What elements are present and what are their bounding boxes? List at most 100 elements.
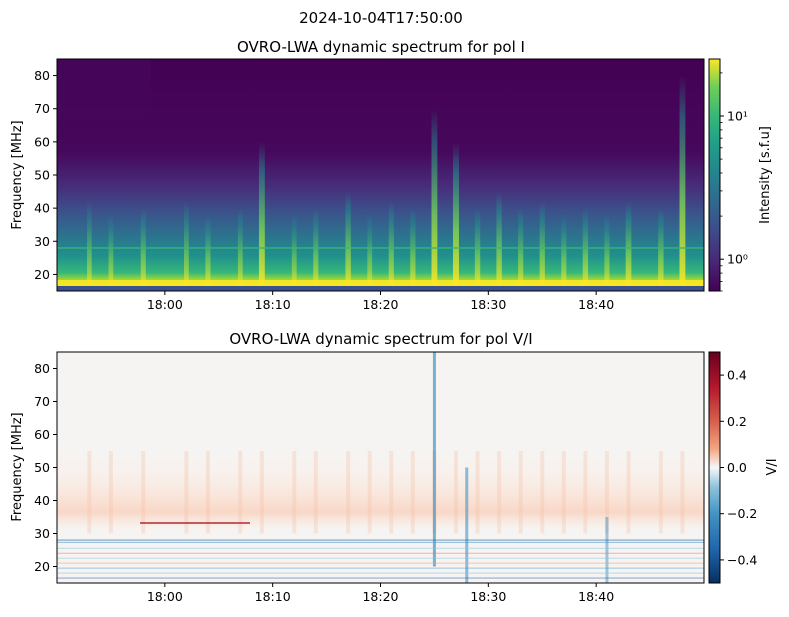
pol-i-colorbar-label: Intensity [s.f.u] (758, 126, 773, 224)
pol-vi-colorbar-gradient (708, 351, 721, 584)
pol-vi-colorbar-ticks: 0.4 0.2 0.0 −0.2 −0.4 (720, 368, 757, 567)
pol-i-ytick-label: 30 (34, 234, 50, 249)
pol-i-burst (291, 214, 297, 288)
pol-vi-streak (313, 451, 318, 534)
pol-i-colorbar: 10⁰ 10¹ Intensity [s.f.u] (708, 58, 773, 292)
pol-i-burst (604, 214, 610, 288)
pol-i-colorbar-tick-label: 10¹ (727, 108, 748, 123)
pol-vi-streak (475, 451, 480, 534)
pol-vi-streak (604, 451, 609, 534)
pol-vi-colorbar-tick-label: 0.2 (727, 414, 747, 429)
pol-vi-streak (346, 451, 351, 534)
pol-i-ytick-label: 40 (34, 201, 50, 216)
pol-vi-ytick-label: 40 (34, 493, 50, 508)
pol-i-bottom-strip (57, 286, 704, 291)
pol-vi-warm-band (57, 440, 704, 530)
pol-vi-xtick-label: 18:40 (578, 589, 614, 604)
pol-vi-streak (259, 451, 264, 534)
pol-vi-streak (658, 451, 663, 534)
pol-vi-ytick-label: 50 (34, 460, 50, 475)
pol-vi-streak (561, 451, 566, 534)
pol-vi-xtick-label: 18:10 (255, 589, 291, 604)
pol-vi-colorbar: 0.4 0.2 0.0 −0.2 −0.4 V/I (708, 351, 780, 584)
pol-vi-colorbar-tick-label: −0.2 (727, 506, 757, 521)
pol-i-background (57, 59, 704, 291)
pol-vi-colorbar-tick-label: 0.0 (727, 460, 747, 475)
pol-i-burst (452, 141, 459, 288)
pol-i-colorbar-gradient (708, 58, 721, 292)
pol-vi-colorbar-tick-label: −0.4 (727, 552, 757, 567)
pol-i-burst (431, 108, 438, 288)
pol-i-xtick-label: 18:20 (362, 297, 398, 312)
pol-i-burst (108, 214, 114, 288)
pol-vi-xtick-label: 18:20 (362, 589, 398, 604)
pol-vi-feature (605, 517, 609, 583)
pol-vi-rfi-line (57, 539, 704, 541)
pol-vi-streak (680, 451, 685, 534)
pol-vi-rfi-line (57, 562, 704, 564)
pol-vi-xtick-label: 18:00 (147, 589, 183, 604)
pol-vi-streaks (87, 451, 685, 534)
figure-suptitle: 2024-10-04T17:50:00 (299, 9, 463, 27)
pol-i-burst (205, 214, 211, 288)
pol-i-y-axis: 20 30 40 50 60 70 80 (34, 68, 57, 282)
pol-vi-ytick-label: 30 (34, 526, 50, 541)
pol-vi-rfi-lines (57, 539, 704, 579)
panel-pol-vi: OVRO-LWA dynamic spectrum for pol V/I 20… (10, 330, 780, 604)
pol-vi-streak (367, 451, 372, 534)
pol-i-ytick-label: 80 (34, 68, 50, 83)
panel-pol-i-title: OVRO-LWA dynamic spectrum for pol I (237, 38, 525, 56)
pol-vi-streak (238, 451, 243, 534)
pol-vi-streak (626, 451, 631, 534)
pol-i-rfi-line (57, 247, 704, 249)
pol-vi-y-axis: 20 30 40 50 60 70 80 (34, 361, 57, 574)
pol-i-xtick-label: 18:30 (470, 297, 506, 312)
pol-i-x-axis: 18:00 18:10 18:20 18:30 18:40 (147, 291, 614, 312)
pol-i-colorbar-ticks: 10⁰ 10¹ (720, 72, 748, 292)
pol-vi-ytick-label: 80 (34, 361, 50, 376)
pol-i-burst (367, 214, 373, 288)
pol-vi-heatmap (57, 352, 704, 583)
pol-vi-streak (87, 451, 92, 534)
pol-i-band-left (57, 59, 151, 119)
pol-vi-streak (205, 451, 210, 534)
pol-i-ytick-label: 50 (34, 168, 50, 183)
pol-vi-streak (389, 451, 394, 534)
pol-i-burst (87, 201, 92, 288)
pol-i-xtick-label: 18:00 (147, 297, 183, 312)
pol-vi-streak (410, 451, 415, 534)
pol-i-low-band (57, 280, 704, 286)
pol-i-colorbar-tick-label: 10⁰ (727, 252, 748, 267)
pol-i-heatmap (57, 59, 704, 291)
pol-vi-feature (432, 352, 436, 567)
pol-i-burst (388, 201, 394, 288)
pol-vi-rfi-line (57, 552, 704, 554)
pol-vi-feature (465, 467, 469, 583)
pol-vi-streak (453, 451, 458, 534)
panel-pol-i: OVRO-LWA dynamic spectrum for pol I 20 30… (10, 38, 773, 312)
pol-vi-streak (292, 451, 297, 534)
pol-vi-rfi-line (57, 572, 704, 574)
pol-i-burst (625, 201, 632, 288)
pol-i-burst (184, 201, 189, 288)
pol-vi-colorbar-label: V/I (765, 458, 780, 475)
pol-vi-streak (583, 451, 588, 534)
pol-vi-xtick-label: 18:30 (470, 589, 506, 604)
pol-i-burst (539, 201, 545, 288)
pol-vi-rfi-line (57, 541, 704, 544)
panel-pol-vi-title: OVRO-LWA dynamic spectrum for pol V/I (229, 330, 532, 348)
pol-i-burst (496, 191, 502, 288)
pol-vi-ytick-label: 70 (34, 394, 50, 409)
pol-vi-streak (518, 451, 523, 534)
pol-vi-rfi-line (57, 557, 704, 559)
pol-vi-streak (108, 451, 113, 534)
pol-vi-rfi-line (57, 567, 704, 569)
pol-i-ytick-label: 20 (34, 267, 50, 282)
pol-i-ytick-label: 70 (34, 101, 50, 116)
pol-vi-features (432, 352, 609, 583)
pol-i-burst (345, 191, 351, 288)
pol-i-burst (561, 214, 567, 288)
pol-vi-rfi-line (57, 577, 704, 579)
pol-vi-streak (184, 451, 189, 534)
